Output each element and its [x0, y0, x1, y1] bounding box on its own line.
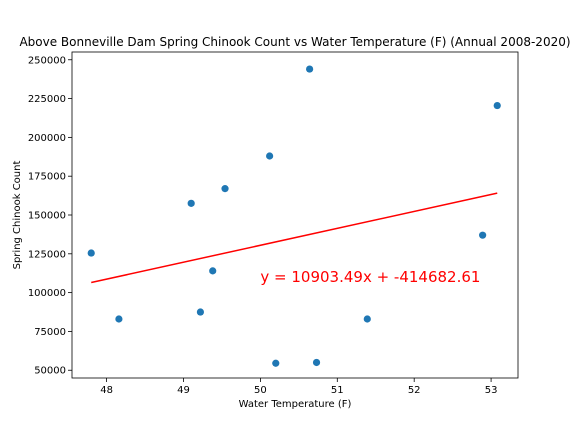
- x-tick-label: 53: [485, 385, 498, 396]
- data-point: [266, 152, 274, 160]
- plot-frame: [71, 51, 519, 379]
- data-point: [363, 315, 371, 323]
- y-tick-label: 150000: [28, 211, 66, 222]
- data-point: [209, 267, 217, 275]
- data-point: [306, 65, 314, 73]
- x-tick-label: 51: [331, 385, 344, 396]
- y-tick-label: 200000: [28, 133, 66, 144]
- regression-layer: [91, 192, 498, 284]
- x-tick-label: 48: [100, 385, 113, 396]
- x-tick-label: 52: [408, 385, 421, 396]
- y-axis-label: Spring Chinook Count: [12, 161, 23, 270]
- y-tick-label: 250000: [28, 55, 66, 66]
- data-point: [312, 358, 321, 367]
- y-tick-label: 100000: [28, 288, 66, 299]
- tick-layer: 48 49 50 51 52 53 50000 75000 100000 125000 150000…: [28, 55, 498, 396]
- data-point: [196, 308, 205, 316]
- data-point: [493, 101, 501, 110]
- y-tick-label: 75000: [34, 327, 66, 338]
- regression-line: [91, 192, 498, 284]
- data-point: [221, 185, 229, 193]
- data-point: [187, 199, 195, 207]
- chart-title: Above Bonneville Dam Spring Chinook Coun…: [19, 35, 570, 49]
- data-point: [115, 315, 123, 323]
- y-tick-label: 125000: [28, 249, 66, 260]
- data-point: [87, 249, 95, 257]
- y-tick-label: 175000: [28, 172, 66, 183]
- y-tick-label: 225000: [28, 94, 66, 105]
- regression-equation-label: y = 10903.49x + -414682.61: [260, 268, 480, 286]
- data-point: [479, 231, 487, 239]
- x-tick-label: 49: [177, 385, 190, 396]
- data-point: [272, 359, 280, 367]
- point-layer: [87, 65, 501, 367]
- x-tick-label: 50: [254, 385, 267, 396]
- y-tick-label: 50000: [34, 366, 66, 377]
- x-axis-label: Water Temperature (F): [239, 399, 352, 410]
